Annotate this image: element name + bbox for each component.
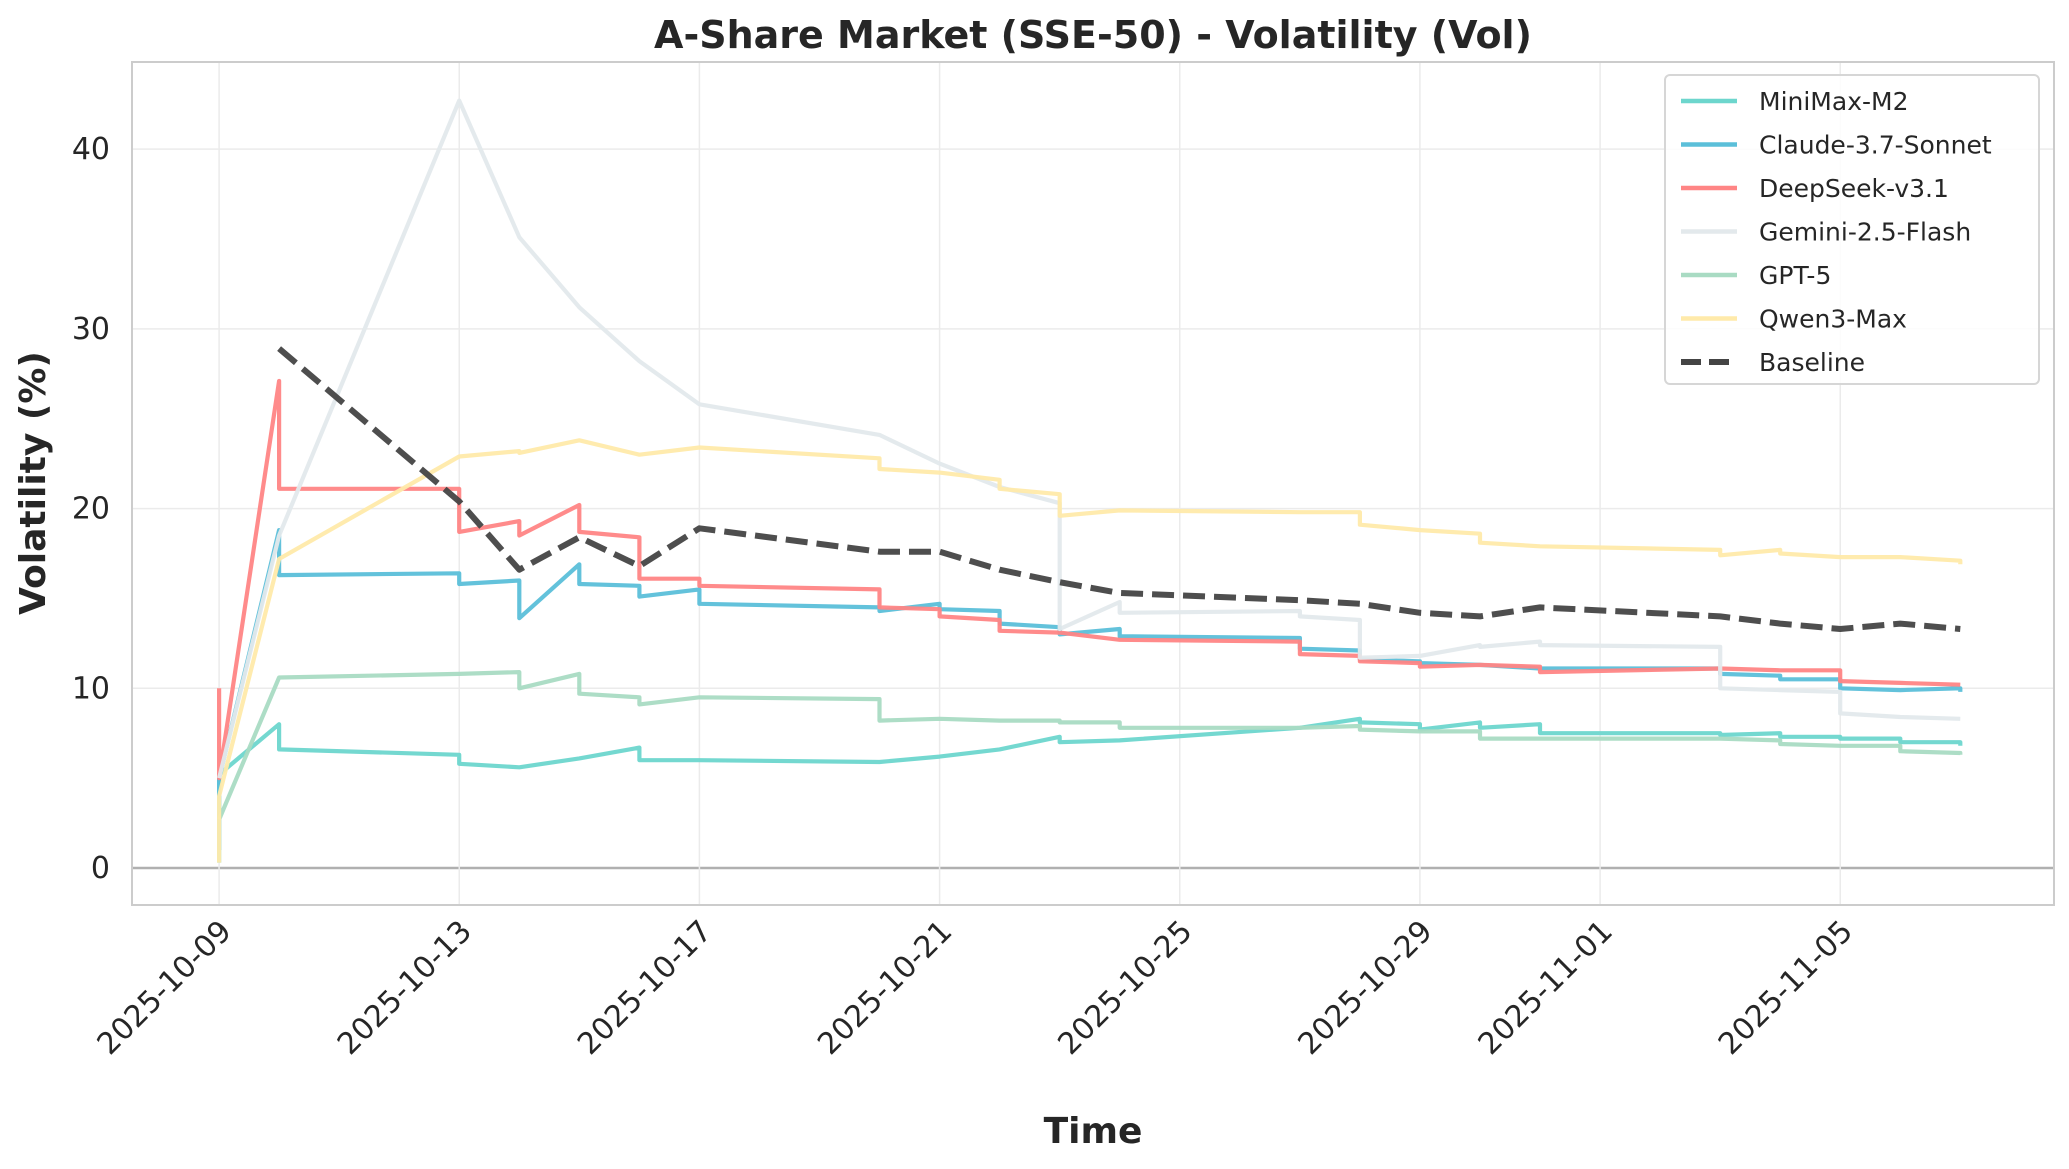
series-line-qwen3-max [217, 438, 1963, 863]
y-tick-label: 40 [72, 132, 110, 167]
series-line-gemini-2-5-flash [217, 98, 1961, 779]
legend-frame [1664, 74, 2040, 385]
x-tick-label: 2025-10-25 [1051, 914, 1199, 1062]
grid [132, 62, 2054, 905]
y-axis-label: Volatility (%) [13, 351, 54, 615]
y-axis-ticks: 0 10 20 30 40 [72, 132, 110, 886]
series-line-claude-3-7-sonnet [217, 527, 1963, 850]
legend-label: Gemini-2.5-Flash [1759, 218, 1971, 247]
x-tick-label: 2025-11-05 [1712, 914, 1860, 1062]
series-line-baseline [277, 346, 1961, 632]
legend-label: MiniMax-M2 [1759, 87, 1909, 116]
x-tick-label: 2025-10-17 [571, 914, 719, 1062]
series-line-gpt-5 [217, 669, 1963, 821]
y-tick-label: 10 [72, 671, 110, 706]
y-tick-label: 0 [91, 851, 110, 886]
x-axis-label: Time [1044, 1111, 1143, 1152]
y-tick-label: 20 [72, 492, 110, 527]
y-tick-label: 30 [72, 312, 110, 347]
x-tick-label: 2025-11-01 [1472, 914, 1620, 1062]
legend: MiniMax-M2 Claude-3.7-Sonnet DeepSeek-v3.1… [1664, 74, 2040, 385]
x-tick-label: 2025-10-21 [811, 914, 959, 1062]
x-axis-ticks: 2025-10-09 2025-10-13 2025-10-17 2025-10-21… [91, 914, 1860, 1062]
series-lines [217, 98, 1963, 863]
legend-label: Claude-3.7-Sonnet [1759, 131, 1992, 160]
chart-title: A-Share Market (SSE-50) - Volatility (Vo… [654, 13, 1532, 57]
x-tick-label: 2025-10-13 [331, 914, 479, 1062]
plot-area-frame [131, 61, 2055, 906]
legend-label: GPT-5 [1759, 261, 1831, 290]
series-line-minimax-m2 [217, 716, 1963, 863]
legend-label: Baseline [1759, 348, 1865, 377]
x-tick-label: 2025-10-29 [1292, 914, 1440, 1062]
legend-label: Qwen3-Max [1759, 305, 1907, 334]
x-tick-label: 2025-10-09 [91, 914, 239, 1062]
series-line-deepseek-v3-1 [217, 378, 1961, 781]
legend-label: DeepSeek-v3.1 [1759, 174, 1949, 203]
